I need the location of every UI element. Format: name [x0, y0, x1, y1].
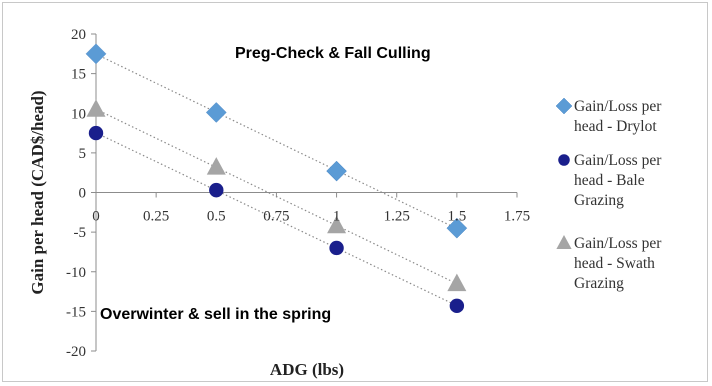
data-point: [85, 43, 107, 65]
data-point: [205, 102, 227, 123]
legend-label: Gain/Loss per: [574, 152, 662, 169]
trendline: [95, 108, 458, 285]
data-point: [326, 160, 347, 182]
trendline: [95, 132, 458, 307]
trendlines: [95, 53, 458, 307]
data-point: [88, 125, 104, 141]
y-tick-label: 0: [79, 186, 87, 202]
x-tick-label: 1.5: [447, 209, 466, 225]
x-tick-label: 0.25: [143, 209, 169, 225]
data-point: [446, 217, 468, 239]
chart-frame: 20 15 10 5 0 -5 -10 -15 -20 0 0.25 0.5 0.75 1 1.25 1.5 1…: [2, 2, 708, 382]
legend-label: Grazing: [574, 192, 624, 209]
x-tick-label: 0.5: [207, 209, 226, 225]
x-tick-label: 1.75: [504, 209, 530, 225]
data-point: [449, 298, 465, 314]
y-tick-label: 15: [71, 67, 86, 83]
tick-labels: 20 15 10 5 0 -5 -10 -15 -20 0 0.25 0.5 0.75 1 1.25 1.5 1…: [66, 27, 530, 360]
data-point: [209, 182, 224, 198]
legend-label: head - Bale: [574, 172, 645, 189]
legend: Gain/Loss per head - Drylot Gain/Loss per h…: [555, 97, 662, 292]
data-points: [85, 43, 468, 314]
legend-label: head - Swath: [574, 255, 655, 272]
data-point: [329, 240, 344, 256]
y-tick-label: -15: [66, 304, 86, 320]
legend-label: Grazing: [574, 275, 624, 292]
legend-marker: [555, 97, 573, 115]
legend-marker: [558, 154, 570, 166]
data-point: [327, 215, 347, 234]
data-point: [206, 157, 226, 175]
x-tick-label: 1.25: [384, 209, 410, 225]
y-tick-label: 10: [71, 106, 86, 122]
data-point: [447, 273, 467, 292]
legend-label: Gain/Loss per: [574, 98, 662, 115]
trendline: [95, 53, 458, 230]
x-tick-label: 0: [92, 209, 100, 225]
scatter-chart: 20 15 10 5 0 -5 -10 -15 -20 0 0.25 0.5 0.75 1 1.25 1.5 1…: [28, 27, 662, 379]
legend-marker: [556, 235, 572, 249]
x-axis-title: ADG (lbs): [270, 360, 344, 379]
annotation-preg-check: Preg-Check & Fall Culling: [235, 45, 431, 62]
legend-label: Gain/Loss per: [574, 235, 662, 252]
y-tick-label: -5: [74, 225, 87, 241]
y-axis-title: Gain per head (CAD$/head): [28, 90, 47, 294]
annotation-overwinter: Overwinter & sell in the spring: [100, 306, 331, 323]
y-tick-label: -10: [66, 265, 86, 281]
x-tick-label: 0.75: [263, 209, 289, 225]
legend-label: head - Drylot: [574, 118, 657, 135]
data-point: [86, 99, 106, 117]
y-tick-label: 5: [79, 146, 87, 162]
y-tick-label: 20: [71, 27, 86, 43]
x-tick-label: 1: [333, 209, 341, 225]
y-tick-label: -20: [66, 344, 86, 360]
